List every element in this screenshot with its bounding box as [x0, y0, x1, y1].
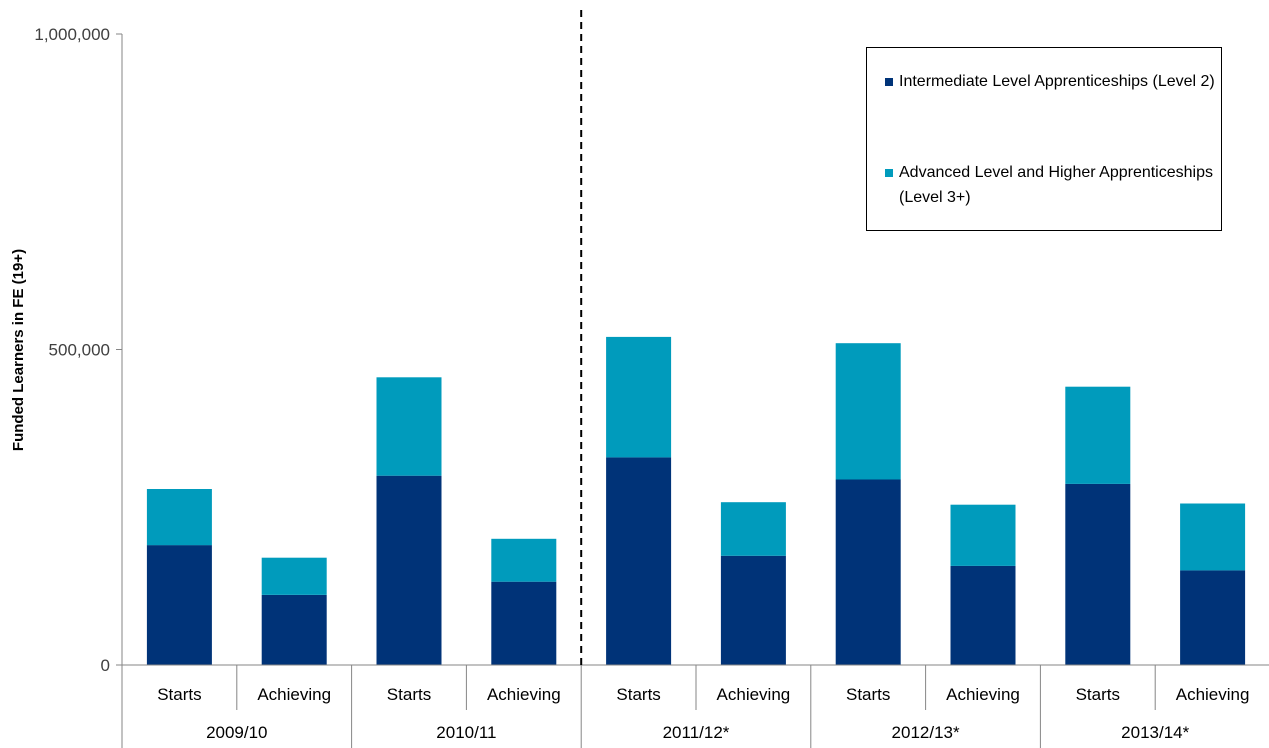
x-category-label-6: Starts	[846, 685, 890, 704]
bar-intermediate-6	[835, 479, 901, 665]
legend-label-intermediate: Intermediate Level Apprenticeships (Leve…	[899, 73, 1215, 90]
bar-advanced-4	[606, 336, 672, 458]
y-tick-label-0: 0	[101, 656, 110, 675]
y-tick-label-1: 500,000	[49, 341, 110, 360]
bar-intermediate-8	[1065, 483, 1131, 665]
bar-advanced-8	[1065, 386, 1131, 484]
x-category-label-0: Starts	[157, 685, 201, 704]
legend-entry-intermediate: Intermediate Level Apprenticeships (Leve…	[885, 69, 1215, 94]
bar-advanced-7	[950, 504, 1016, 566]
bar-intermediate-3	[491, 581, 557, 665]
legend-label-advanced: Advanced Level and Higher Apprenticeship…	[899, 164, 1213, 206]
bars	[146, 336, 1246, 665]
legend-entry-advanced: Advanced Level and Higher Apprenticeship…	[885, 160, 1215, 210]
bar-advanced-0	[146, 489, 212, 546]
x-category-label-5: Achieving	[717, 685, 791, 704]
bar-intermediate-2	[376, 475, 442, 665]
y-tick-label-2: 1,000,000	[34, 25, 110, 44]
bar-intermediate-1	[261, 595, 327, 665]
bar-intermediate-9	[1180, 570, 1246, 665]
legend-swatch-intermediate	[885, 78, 893, 86]
y-axis-label: Funded Learners in FE (19+)	[10, 249, 27, 451]
legend: Intermediate Level Apprenticeships (Leve…	[866, 47, 1222, 231]
bar-advanced-2	[376, 377, 442, 476]
x-category-label-7: Achieving	[946, 685, 1020, 704]
x-category-label-3: Achieving	[487, 685, 561, 704]
x-group-label-0: 2009/10	[206, 723, 267, 742]
x-category-label-8: Starts	[1076, 685, 1120, 704]
x-groups: 2009/10 2010/11 2011/12* 2012/13* 2013/14*	[206, 723, 1190, 742]
x-categories: Starts Achieving Starts Achieving Starts Achi…	[121, 665, 1250, 748]
bar-advanced-9	[1180, 503, 1246, 571]
bar-intermediate-0	[146, 545, 212, 665]
x-group-label-4: 2013/14*	[1121, 723, 1189, 742]
x-group-label-1: 2010/11	[436, 723, 496, 742]
bar-intermediate-4	[606, 457, 672, 665]
x-category-label-1: Achieving	[257, 685, 331, 704]
x-group-label-2: 2011/12*	[663, 723, 730, 742]
bar-advanced-1	[261, 557, 327, 595]
y-ticks: 0 500,000 1,000,000	[34, 25, 122, 675]
legend-swatch-advanced	[885, 169, 893, 177]
bar-intermediate-5	[720, 555, 786, 665]
x-group-label-3: 2012/13*	[892, 723, 960, 742]
x-category-label-9: Achieving	[1176, 685, 1250, 704]
x-category-label-4: Starts	[616, 685, 660, 704]
bar-advanced-3	[491, 538, 557, 582]
bar-advanced-5	[720, 502, 786, 556]
x-category-label-2: Starts	[387, 685, 431, 704]
bar-advanced-6	[835, 343, 901, 480]
bar-intermediate-7	[950, 565, 1016, 665]
